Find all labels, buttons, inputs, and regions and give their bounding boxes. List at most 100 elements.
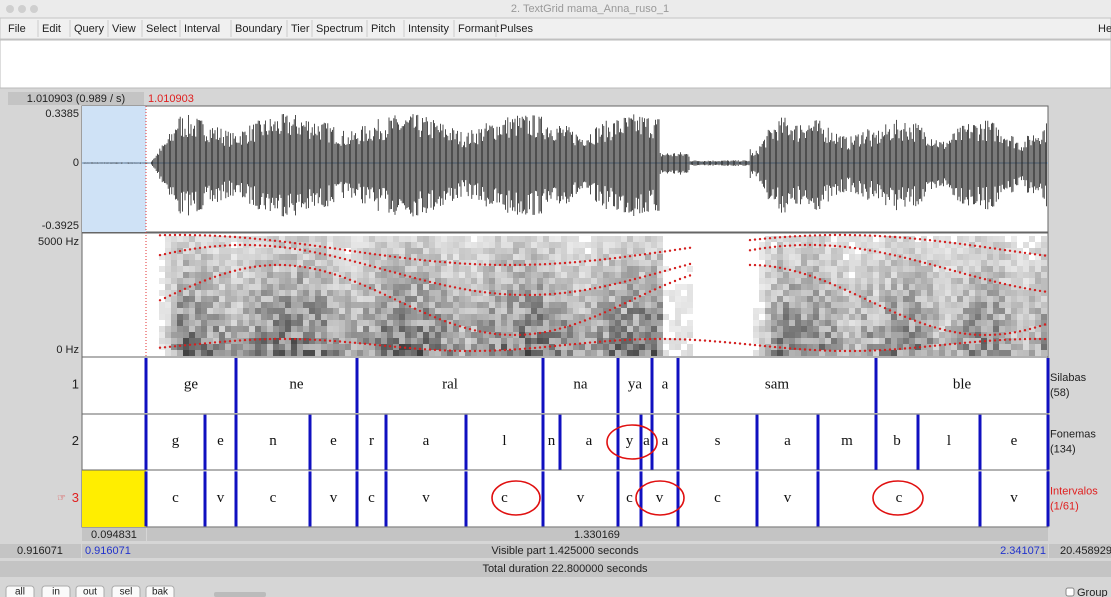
interval-label[interactable]: a bbox=[662, 433, 669, 449]
interval-label[interactable]: g bbox=[172, 433, 180, 449]
spectrogram-cell bbox=[579, 278, 585, 284]
spectrogram-cell bbox=[303, 236, 309, 242]
interval-label[interactable]: n bbox=[548, 433, 556, 449]
spectrogram-cell bbox=[633, 248, 639, 254]
spectrogram-cell bbox=[303, 284, 309, 290]
close-button[interactable] bbox=[6, 5, 14, 13]
interval-label[interactable]: a bbox=[423, 433, 430, 449]
interval-label[interactable]: e bbox=[1011, 433, 1018, 449]
interval-label[interactable]: na bbox=[573, 376, 588, 392]
interval-label[interactable]: e bbox=[330, 433, 337, 449]
spectrogram-cell bbox=[801, 248, 807, 254]
menu-item[interactable]: Spectrum bbox=[316, 23, 363, 35]
spectrogram-cell bbox=[1035, 332, 1041, 338]
menu-item[interactable]: Pitch bbox=[371, 23, 395, 35]
interval-label[interactable]: c bbox=[368, 490, 375, 506]
menu-item[interactable]: Intensity bbox=[408, 23, 449, 35]
interval-label[interactable]: v bbox=[577, 490, 585, 506]
spectrogram-cell bbox=[789, 350, 795, 356]
menu-help[interactable]: He bbox=[1098, 23, 1111, 35]
spectrogram-cell bbox=[861, 302, 867, 308]
interval-label[interactable]: y bbox=[626, 433, 634, 449]
interval-label[interactable]: ral bbox=[442, 376, 458, 392]
interval-label[interactable]: ne bbox=[289, 376, 304, 392]
interval-label[interactable]: a bbox=[586, 433, 593, 449]
spectrogram-cell bbox=[471, 254, 477, 260]
formant-dot bbox=[359, 342, 361, 344]
interval-label[interactable]: v bbox=[784, 490, 792, 506]
interval-label[interactable]: ble bbox=[953, 376, 972, 392]
tiers-panel[interactable] bbox=[82, 357, 1048, 527]
menu-item[interactable]: Pulses bbox=[500, 23, 534, 35]
interval-label[interactable]: c bbox=[172, 490, 179, 506]
spectrogram-cell bbox=[471, 344, 477, 350]
spectrogram-cell bbox=[801, 290, 807, 296]
formant-dot bbox=[1029, 338, 1031, 340]
interval-label[interactable]: l bbox=[502, 433, 506, 449]
spectrogram-cell bbox=[801, 350, 807, 356]
interval-label[interactable]: v bbox=[656, 490, 664, 506]
interval-label[interactable]: c bbox=[896, 490, 903, 506]
interval-label[interactable]: c bbox=[626, 490, 633, 506]
formant-dot bbox=[259, 265, 261, 267]
spectrogram-cell bbox=[825, 302, 831, 308]
zoom-button[interactable] bbox=[30, 5, 38, 13]
minimize-button[interactable] bbox=[18, 5, 26, 13]
interval-label[interactable]: e bbox=[217, 433, 224, 449]
interval-label[interactable]: sam bbox=[765, 376, 789, 392]
interval-label[interactable]: c bbox=[714, 490, 721, 506]
interval-label[interactable]: a bbox=[643, 433, 650, 449]
formant-dot bbox=[649, 338, 651, 340]
menu-item[interactable]: Query bbox=[74, 23, 104, 35]
spectrogram-cell bbox=[489, 272, 495, 278]
menu-item[interactable]: Interval bbox=[184, 23, 220, 35]
interval-label[interactable]: r bbox=[369, 433, 374, 449]
menu-item[interactable]: Formant bbox=[458, 23, 499, 35]
formant-dot bbox=[354, 342, 356, 344]
interval-label[interactable]: v bbox=[217, 490, 225, 506]
spectrogram-cell bbox=[363, 254, 369, 260]
spectrogram-cell bbox=[201, 266, 207, 272]
interval-label[interactable]: a bbox=[662, 376, 669, 392]
menu-item[interactable]: Edit bbox=[42, 23, 61, 35]
interval-label[interactable]: m bbox=[841, 433, 853, 449]
interval-label[interactable]: c bbox=[501, 490, 508, 506]
scrollbar[interactable] bbox=[214, 592, 266, 597]
spectrogram-cell bbox=[849, 308, 855, 314]
interval-label[interactable]: ge bbox=[184, 376, 199, 392]
spectrogram-cell bbox=[879, 254, 885, 260]
interval-label[interactable]: s bbox=[715, 433, 721, 449]
interval-label[interactable]: v bbox=[330, 490, 338, 506]
interval-label[interactable]: ya bbox=[628, 376, 643, 392]
group-checkbox[interactable] bbox=[1066, 588, 1074, 596]
spectrogram-cell bbox=[771, 236, 777, 242]
interval-label[interactable]: a bbox=[784, 433, 791, 449]
spectrogram-cell bbox=[825, 314, 831, 320]
spectrogram-cell bbox=[969, 350, 975, 356]
spectrogram-cell bbox=[429, 350, 435, 356]
interval-label[interactable]: v bbox=[422, 490, 430, 506]
interval-label[interactable]: v bbox=[1010, 490, 1018, 506]
spectrogram-cell bbox=[807, 236, 813, 242]
spectrogram-cell bbox=[219, 260, 225, 266]
menu-item[interactable]: View bbox=[112, 23, 136, 35]
interval-label[interactable]: b bbox=[893, 433, 901, 449]
menu-item[interactable]: File bbox=[8, 23, 26, 35]
formant-dot bbox=[314, 251, 316, 253]
spectrogram-cell bbox=[645, 278, 651, 284]
spectrogram-cell bbox=[825, 332, 831, 338]
menu-item[interactable]: Select bbox=[146, 23, 177, 35]
spectrogram-cell bbox=[519, 248, 525, 254]
spectrogram-cell bbox=[219, 308, 225, 314]
interval-label[interactable]: c bbox=[270, 490, 277, 506]
spectrogram-cell bbox=[771, 308, 777, 314]
spectrogram-cell bbox=[759, 326, 765, 332]
spectrogram-cell bbox=[849, 266, 855, 272]
spectrogram-cell bbox=[375, 248, 381, 254]
text-field[interactable] bbox=[0, 40, 1111, 88]
spectrogram-cell bbox=[891, 350, 897, 356]
menu-item[interactable]: Tier bbox=[291, 23, 310, 35]
interval-label[interactable]: l bbox=[947, 433, 951, 449]
menu-item[interactable]: Boundary bbox=[235, 23, 283, 35]
interval-label[interactable]: n bbox=[269, 433, 277, 449]
